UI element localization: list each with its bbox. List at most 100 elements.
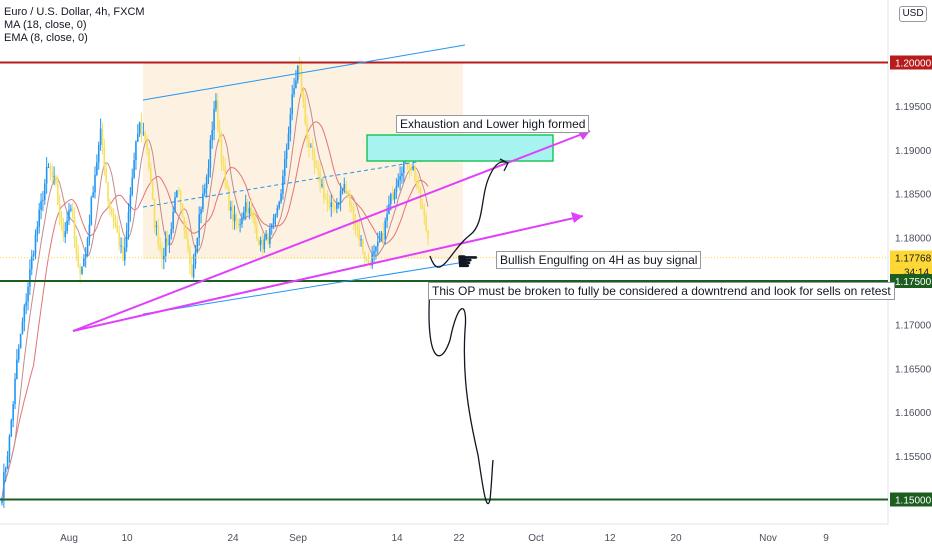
price-tick-label: 1.16000 (895, 408, 932, 419)
candle-body (62, 223, 65, 238)
time-axis[interactable]: Aug 10 24 Sep 14 22 Oct 12 20 Nov 9 (60, 533, 829, 544)
candle-body (280, 193, 282, 202)
price-label-current: 1.17768 (895, 254, 932, 265)
candle-body (94, 174, 96, 193)
candle-body (241, 218, 243, 224)
projection-up-path[interactable] (429, 158, 509, 268)
candle-body (270, 224, 273, 229)
candle-body (133, 160, 135, 178)
candle-body (254, 217, 256, 227)
candle-body (4, 468, 7, 473)
candle-body (427, 230, 429, 239)
candle-body (148, 149, 150, 168)
candle-body (187, 238, 189, 250)
candle-body (289, 114, 292, 134)
candle-body (263, 239, 266, 250)
candle-body (38, 209, 41, 227)
candle-body (354, 223, 357, 227)
drawings[interactable] (72, 44, 591, 504)
candle-body (382, 232, 385, 240)
candle-body (129, 194, 132, 213)
candle-body (81, 266, 83, 274)
candle-body (96, 162, 98, 175)
candle-body (345, 184, 347, 192)
candle-body (21, 321, 24, 334)
candle-body (246, 202, 249, 214)
candle-body (185, 230, 187, 239)
candle-body (336, 202, 338, 209)
channel-mid-line[interactable] (142, 153, 466, 208)
candle-body (174, 197, 176, 212)
candle-body (107, 182, 109, 202)
trendline-upper[interactable] (72, 130, 591, 332)
candle-body (332, 202, 334, 207)
time-tick-label: 12 (604, 533, 616, 544)
candle-body (29, 269, 31, 287)
candle-body (310, 146, 312, 148)
candle-body (384, 220, 387, 240)
candle-body (326, 199, 329, 205)
candle-body (136, 134, 139, 142)
candles (1, 56, 429, 508)
annotation-exhaustion[interactable]: Exhaustion and Lower high formed (396, 115, 590, 133)
candle-body (291, 94, 294, 115)
candle-body (127, 212, 130, 232)
candle-body (252, 212, 254, 218)
candle-body (196, 237, 199, 252)
candle-body (122, 245, 124, 261)
candle-body (375, 246, 377, 252)
candle-body (414, 166, 416, 182)
price-axis[interactable]: 1.19500 1.19000 1.18500 1.18000 1.17000 1.165… (890, 0, 932, 524)
candle-body (315, 166, 318, 168)
candle-body (30, 256, 33, 270)
candle-body (259, 239, 262, 245)
candle-body (170, 228, 173, 235)
candle-body (403, 160, 405, 173)
channel-lower-line[interactable] (142, 261, 466, 315)
projection-down-path[interactable] (428, 286, 494, 504)
price-label-box (890, 492, 932, 507)
candle-body (358, 229, 360, 241)
time-tick-label: 24 (227, 533, 239, 544)
candle-body (150, 167, 152, 182)
candle-body (287, 133, 290, 149)
candle-body (347, 191, 349, 194)
legend-ema: EMA (8, close, 0) (4, 32, 88, 44)
price-label-box (890, 274, 932, 288)
candle-body (218, 128, 221, 141)
candle-body (192, 264, 195, 278)
candle-body (172, 211, 174, 229)
candle-body (311, 146, 314, 155)
candle-body (166, 238, 169, 246)
candle-body (401, 172, 403, 177)
trendline-lower[interactable] (72, 215, 584, 332)
price-tick-label: 1.16500 (895, 364, 932, 375)
candle-body (324, 197, 327, 200)
horizontal-levels[interactable] (0, 61, 888, 501)
candle-body (84, 254, 87, 259)
candle-body (118, 232, 120, 247)
candle-body (49, 166, 52, 172)
ma-18-line (1, 121, 429, 498)
channel-upper-line[interactable] (142, 44, 466, 101)
candle-body (274, 214, 277, 219)
candle-body (155, 225, 158, 228)
candle-body (83, 258, 85, 267)
candle-body (339, 191, 342, 203)
annotation-bullish-engulfing[interactable]: Bullish Engulfing on 4H as buy signal (496, 251, 702, 269)
candle-body (8, 436, 11, 457)
candle-body (248, 207, 251, 214)
candle-body (99, 128, 102, 146)
candle-body (317, 167, 320, 172)
candle-body (161, 248, 163, 260)
candle-body (321, 184, 323, 186)
candle-body (205, 177, 208, 189)
chart-legend: Euro / U.S. Dollar, 4h, FXCM MA (18, clo… (4, 6, 145, 45)
candle-body (362, 239, 364, 252)
annotation-breakdown[interactable]: This OP must be broken to fully be consi… (428, 282, 895, 300)
currency-badge[interactable]: USD (899, 6, 927, 22)
candle-body (265, 234, 267, 240)
price-label-box (890, 55, 932, 70)
candle-body (389, 193, 392, 204)
